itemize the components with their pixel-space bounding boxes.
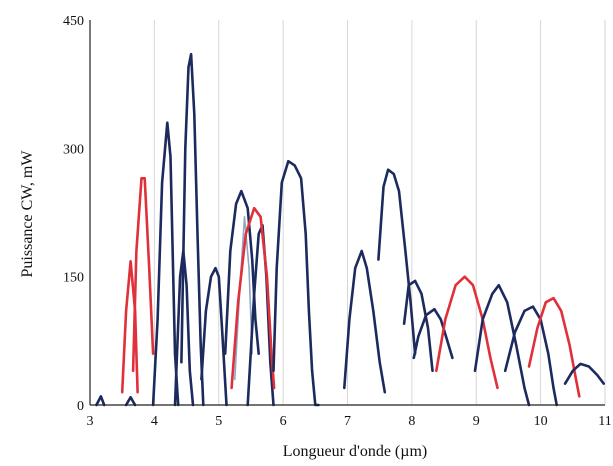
x-tick-label: 4 [151,414,158,429]
x-tick-label: 6 [280,414,287,429]
x-tick-labels: 3 4 5 6 7 8 9 10 11 [87,414,612,429]
series-line [173,249,195,407]
series-line [200,266,228,407]
series-line [402,279,434,373]
series-line [342,249,387,394]
series-line [223,189,261,356]
series-line [503,305,559,407]
x-axis-label: Longueur d'onde (µm) [283,443,428,460]
series-line [434,275,499,390]
grid-lines [153,20,606,405]
x-tick-label: 9 [473,414,480,429]
series-line [412,307,454,360]
series-line [180,52,205,407]
series-line [377,168,417,356]
x-tick-label: 10 [534,414,548,429]
series-line [230,206,276,390]
series-line [473,283,531,407]
y-tick-label: 300 [63,142,84,157]
y-axis-label: Puissance CW, mW [19,150,36,278]
x-tick-label: 3 [87,414,94,429]
series-group [95,52,606,407]
y-tick-label: 0 [77,399,84,414]
series-line [527,296,581,398]
series-line [272,159,320,407]
series-line [120,259,139,394]
series-line [95,395,106,407]
series-line [124,395,137,407]
x-tick-label: 11 [598,414,611,429]
x-tick-label: 5 [215,414,222,429]
series-line [131,177,155,373]
y-tick-label: 450 [63,14,84,29]
x-tick-label: 7 [344,414,351,429]
x-tick-label: 8 [408,414,415,429]
y-tick-labels: 0 150 300 450 [63,14,84,414]
y-tick-label: 150 [63,271,84,286]
series-line [563,362,606,385]
series-line [151,121,180,407]
